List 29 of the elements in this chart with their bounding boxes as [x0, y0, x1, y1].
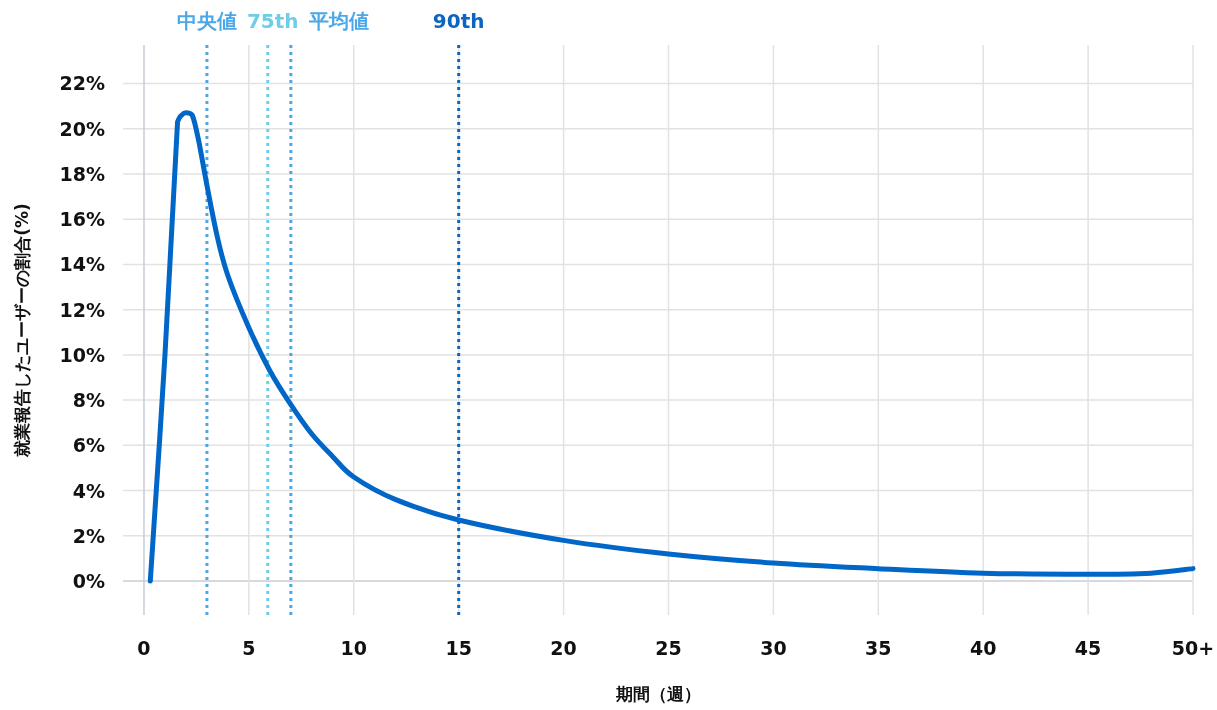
y-tick-label: 16% — [59, 208, 105, 231]
ref-line-label: 75th — [246, 9, 299, 33]
x-tick-label: 50+ — [1171, 637, 1215, 659]
x-tick-label: 40 — [969, 637, 997, 659]
y-tick-label: 0% — [72, 570, 105, 593]
x-tick-label: 10 — [340, 637, 368, 659]
x-tick-label: 15 — [445, 637, 472, 659]
y-tick-label: 20% — [59, 117, 105, 140]
x-tick-label: 25 — [655, 637, 682, 659]
x-tick-label: 0 — [137, 637, 151, 659]
y-tick-label: 22% — [59, 72, 105, 95]
y-tick-label: 10% — [59, 343, 105, 366]
y-tick-label: 2% — [72, 524, 105, 547]
ref-line-label: 中央値 — [176, 9, 237, 33]
y-tick-label: 14% — [59, 253, 105, 276]
y-tick-label: 4% — [72, 479, 105, 502]
y-axis-title: 就業報告したユーザーの割合(%) — [12, 203, 32, 458]
x-axis-title: 期間（週） — [614, 684, 701, 704]
x-tick-label: 20 — [550, 637, 577, 659]
ref-line-label: 90th — [432, 9, 485, 33]
x-tick-label: 45 — [1074, 637, 1102, 659]
y-tick-label: 12% — [59, 298, 105, 321]
y-tick-label: 6% — [72, 434, 105, 457]
ref-line-label: 平均値 — [307, 9, 369, 33]
y-tick-label: 18% — [59, 162, 105, 185]
y-tick-label: 8% — [72, 389, 105, 412]
x-tick-label: 5 — [242, 637, 256, 659]
x-tick-label: 35 — [865, 637, 892, 659]
x-tick-label: 30 — [760, 637, 787, 659]
